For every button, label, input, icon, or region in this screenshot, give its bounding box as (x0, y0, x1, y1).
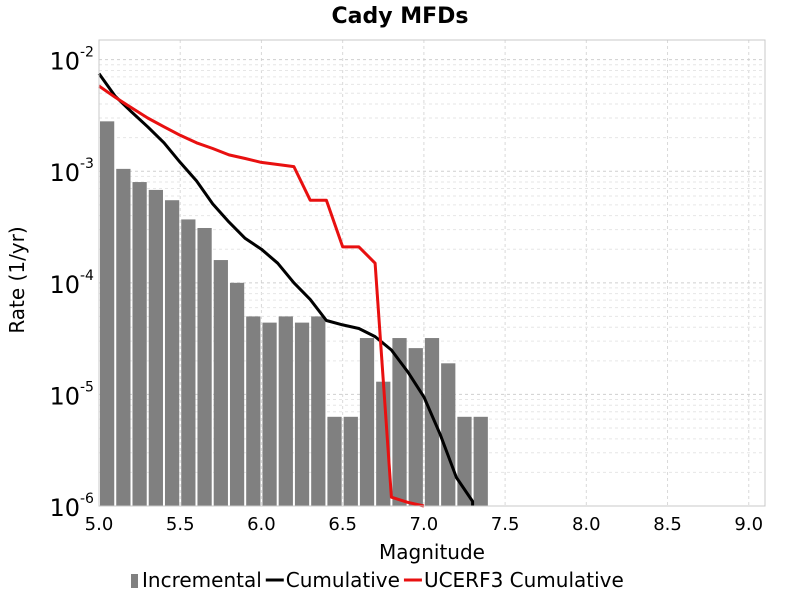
incremental-bar (164, 200, 180, 506)
legend-label: Incremental (142, 568, 262, 592)
incremental-bar (473, 416, 488, 506)
x-tick-label: 7.0 (410, 514, 439, 535)
incremental-bar (213, 260, 228, 506)
incremental-bars (100, 121, 488, 507)
chart-title: Cady MFDs (331, 4, 468, 29)
legend-item: UCERF3 Cumulative (403, 568, 624, 592)
incremental-bar (311, 316, 326, 506)
y-tick-base: 10 (49, 159, 80, 187)
y-tick-label: 10 -4 (49, 268, 94, 299)
legend-item: Incremental (131, 568, 262, 592)
cumulative-lines (97, 72, 475, 508)
x-tick-label: 8.5 (653, 514, 682, 535)
incremental-bar (457, 416, 472, 506)
incremental-bar (359, 338, 375, 506)
x-tick-label: 9.0 (734, 514, 763, 535)
legend-label: Cumulative (286, 568, 400, 592)
y-tick-exponent: -4 (80, 268, 94, 284)
y-tick-base: 10 (49, 48, 80, 76)
y-tick-base: 10 (49, 271, 80, 299)
incremental-bar (181, 219, 196, 506)
x-tick-labels: 5.0 5.5 6.0 6.5 7.0 7.5 8.0 8.5 9.0 (85, 514, 763, 535)
incremental-bar (294, 322, 310, 506)
x-tick-label: 5.0 (85, 514, 114, 535)
x-tick-label: 6.0 (247, 514, 276, 535)
y-tick-exponent: -5 (80, 379, 94, 395)
incremental-bar (408, 348, 423, 506)
ucerf3-cumulative-line (98, 84, 425, 508)
x-tick-label: 7.5 (491, 514, 520, 535)
x-tick-label: 6.5 (328, 514, 357, 535)
y-axis-label: Rate (1/yr) (5, 226, 29, 333)
y-tick-exponent: -2 (80, 45, 94, 61)
incremental-bar (246, 316, 261, 506)
y-tick-label: 10 -2 (49, 45, 94, 76)
incremental-bar (116, 168, 131, 506)
incremental-bar (392, 338, 407, 506)
y-tick-label: 10 -6 (49, 491, 94, 522)
y-tick-label: 10 -5 (49, 379, 94, 410)
incremental-bar (441, 363, 456, 506)
y-tick-labels: 10-210-310-410-510-6 (49, 45, 94, 522)
plot-frame (98, 39, 766, 507)
incremental-bar (343, 416, 358, 506)
x-tick-label: 8.0 (572, 514, 601, 535)
incremental-bar (262, 322, 277, 506)
x-tick-label: 5.5 (166, 514, 195, 535)
incremental-bar (100, 121, 115, 507)
incremental-bar (132, 182, 147, 507)
incremental-bar (327, 416, 342, 506)
incremental-bar (229, 282, 245, 506)
incremental-bar (148, 189, 163, 506)
legend: Incremental Cumulative UCERF3 Cumulative (131, 568, 624, 592)
legend-swatch (131, 574, 138, 588)
incremental-bar (424, 338, 440, 506)
y-tick-base: 10 (49, 382, 80, 410)
y-tick-base: 10 (49, 494, 80, 522)
x-axis-label: Magnitude (379, 540, 485, 564)
incremental-bar (197, 227, 212, 506)
cumulative-line (97, 72, 475, 506)
y-tick-exponent: -6 (80, 491, 94, 507)
legend-label: UCERF3 Cumulative (424, 568, 624, 592)
legend-item: Cumulative (265, 568, 400, 592)
y-tick-exponent: -3 (80, 156, 94, 172)
incremental-bar (278, 316, 293, 506)
y-tick-label: 10 -3 (49, 156, 94, 187)
